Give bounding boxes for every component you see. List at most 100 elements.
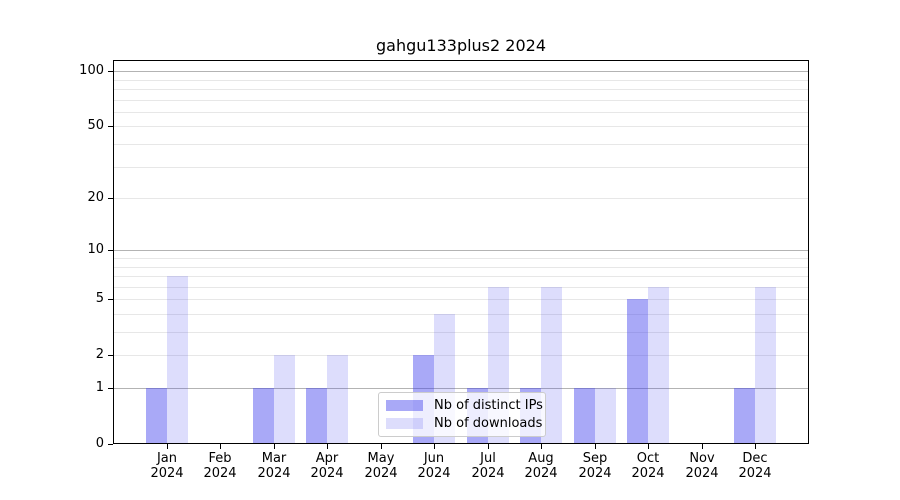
x-tick-mark bbox=[648, 444, 649, 449]
y-tick-mark bbox=[108, 388, 113, 389]
bar-ips-oct bbox=[627, 299, 648, 444]
x-tick-year: 2024 bbox=[310, 466, 344, 481]
x-tick-label-jun: Jun 2024 bbox=[402, 451, 466, 481]
x-tick-month: Dec bbox=[742, 451, 768, 466]
x-tick-year: 2024 bbox=[631, 466, 665, 481]
x-tick-label-may: May 2024 bbox=[349, 451, 413, 481]
minor-gridline bbox=[113, 100, 809, 101]
x-tick-mark bbox=[220, 444, 221, 449]
x-tick-mark bbox=[702, 444, 703, 449]
legend-label: Nb of downloads bbox=[434, 415, 543, 431]
x-tick-year: 2024 bbox=[150, 466, 184, 481]
legend-item: Nb of distinct IPs bbox=[386, 398, 543, 413]
x-tick-month: Sep bbox=[582, 451, 608, 466]
bar-downloads-apr bbox=[327, 355, 348, 444]
bar-ips-mar bbox=[253, 388, 274, 444]
x-tick-mark bbox=[434, 444, 435, 449]
major-gridline bbox=[113, 198, 809, 199]
x-tick-mark bbox=[381, 444, 382, 449]
bar-ips-dec bbox=[734, 388, 755, 444]
legend-swatch-ips bbox=[386, 400, 423, 411]
x-tick-month: Feb bbox=[208, 451, 232, 466]
y-tick-label: 100 bbox=[79, 63, 104, 78]
minor-gridline bbox=[113, 144, 809, 145]
legend-swatch-downloads bbox=[386, 418, 423, 429]
y-tick-label: 2 bbox=[95, 347, 104, 362]
bar-downloads-oct bbox=[648, 287, 669, 444]
y-tick-mark bbox=[108, 444, 113, 445]
x-tick-label-jan: Jan 2024 bbox=[135, 451, 199, 481]
x-tick-label-dec: Dec 2024 bbox=[723, 451, 787, 481]
x-tick-month: Jul bbox=[480, 451, 496, 466]
legend-item: Nb of downloads bbox=[386, 416, 542, 431]
x-tick-year: 2024 bbox=[417, 466, 451, 481]
major-gridline bbox=[113, 299, 809, 300]
y-tick-mark bbox=[108, 355, 113, 356]
bar-downloads-sep bbox=[595, 388, 616, 444]
x-tick-year: 2024 bbox=[578, 466, 612, 481]
plot-area bbox=[113, 60, 809, 444]
bar-downloads-dec bbox=[755, 287, 776, 444]
major-gridline bbox=[113, 388, 809, 389]
major-gridline bbox=[113, 126, 809, 127]
y-tick-label: 0 bbox=[95, 436, 104, 451]
y-tick-mark bbox=[108, 198, 113, 199]
x-tick-month: May bbox=[367, 451, 395, 466]
minor-gridline bbox=[113, 276, 809, 277]
y-tick-mark bbox=[108, 126, 113, 127]
bar-downloads-mar bbox=[274, 355, 295, 444]
bar-downloads-aug bbox=[541, 287, 562, 444]
x-tick-label-mar: Mar 2024 bbox=[242, 451, 306, 481]
minor-gridline bbox=[113, 267, 809, 268]
y-tick-label: 50 bbox=[87, 118, 104, 133]
legend-label: Nb of distinct IPs bbox=[434, 397, 543, 413]
minor-gridline bbox=[113, 167, 809, 168]
x-tick-month: Aug bbox=[528, 451, 554, 466]
x-tick-year: 2024 bbox=[738, 466, 772, 481]
x-tick-mark bbox=[488, 444, 489, 449]
x-tick-month: Jun bbox=[423, 451, 445, 466]
x-tick-year: 2024 bbox=[524, 466, 558, 481]
x-tick-month: Apr bbox=[315, 451, 339, 466]
x-tick-year: 2024 bbox=[471, 466, 505, 481]
minor-gridline bbox=[113, 112, 809, 113]
x-tick-mark bbox=[274, 444, 275, 449]
x-tick-month: Mar bbox=[261, 451, 287, 466]
minor-gridline bbox=[113, 80, 809, 81]
x-tick-year: 2024 bbox=[257, 466, 291, 481]
chart-title: gahgu133plus2 2024 bbox=[376, 36, 546, 55]
x-tick-year: 2024 bbox=[364, 466, 398, 481]
x-tick-label-sep: Sep 2024 bbox=[563, 451, 627, 481]
plot-border bbox=[113, 60, 809, 444]
x-tick-mark bbox=[167, 444, 168, 449]
x-tick-label-nov: Nov 2024 bbox=[670, 451, 734, 481]
bar-ips-sep bbox=[574, 388, 595, 444]
y-tick-label: 5 bbox=[95, 291, 104, 306]
x-tick-month: Jan bbox=[156, 451, 178, 466]
bar-ips-jan bbox=[146, 388, 167, 444]
minor-gridline bbox=[113, 314, 809, 315]
y-tick-label: 20 bbox=[87, 190, 104, 205]
x-tick-label-aug: Aug 2024 bbox=[509, 451, 573, 481]
major-gridline bbox=[113, 355, 809, 356]
x-tick-mark bbox=[541, 444, 542, 449]
minor-gridline bbox=[113, 89, 809, 90]
minor-gridline bbox=[113, 258, 809, 259]
x-tick-mark bbox=[327, 444, 328, 449]
y-tick-mark bbox=[108, 250, 113, 251]
x-tick-label-feb: Feb 2024 bbox=[188, 451, 252, 481]
bar-ips-apr bbox=[306, 388, 327, 444]
x-tick-mark bbox=[755, 444, 756, 449]
x-tick-month: Nov bbox=[689, 451, 715, 466]
x-tick-label-oct: Oct 2024 bbox=[616, 451, 680, 481]
y-tick-mark bbox=[108, 299, 113, 300]
x-tick-label-jul: Jul 2024 bbox=[456, 451, 520, 481]
bar-downloads-jan bbox=[167, 276, 188, 444]
minor-gridline bbox=[113, 332, 809, 333]
y-tick-label: 1 bbox=[95, 380, 104, 395]
major-gridline bbox=[113, 250, 809, 251]
minor-gridline bbox=[113, 287, 809, 288]
legend: Nb of distinct IPs Nb of downloads bbox=[378, 392, 546, 437]
y-tick-label: 10 bbox=[87, 242, 104, 257]
